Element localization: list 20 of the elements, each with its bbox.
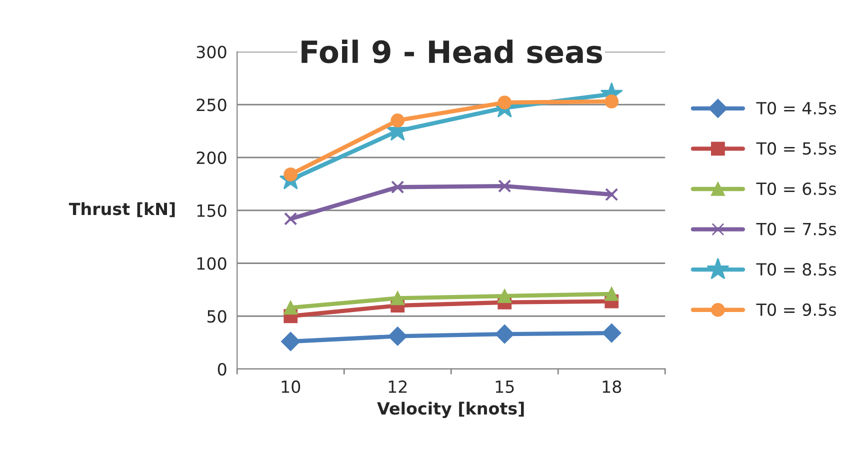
- x-tick-label: 10: [282, 380, 300, 394]
- legend-label: T0 = 8.5s: [756, 263, 836, 276]
- legend-label: T0 = 4.5s: [756, 102, 836, 114]
- y-axis-title: Thrust [kN]: [68, 202, 175, 218]
- y-tick-label: 0: [218, 362, 226, 376]
- y-tick-label: 250: [196, 98, 226, 112]
- x-tick-label: 15: [496, 380, 514, 394]
- legend-label: T0 = 9.5s: [756, 303, 836, 316]
- y-tick-label: 50: [207, 310, 226, 323]
- x-tick-label: 18: [602, 380, 622, 394]
- y-tick-label: 150: [197, 204, 226, 217]
- y-tick-label: 300: [196, 46, 226, 58]
- x-tick-label: 12: [388, 380, 407, 393]
- y-tick-label: 100: [197, 257, 226, 270]
- legend-label: T0 = 7.5s: [756, 222, 836, 236]
- chart-title: Foil 9 - Head seas: [302, 40, 602, 64]
- legend-label: T0 = 5.5s: [756, 142, 836, 155]
- legend-label: T0 = 6.5s: [756, 182, 836, 196]
- x-axis-title: Velocity [knots]: [377, 402, 524, 418]
- y-tick-label: 200: [196, 151, 226, 164]
